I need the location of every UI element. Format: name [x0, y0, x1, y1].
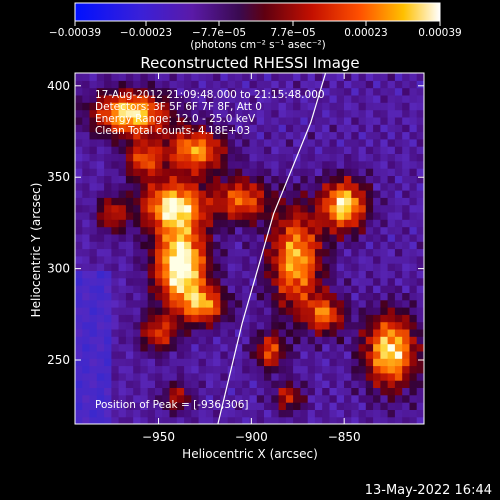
colorbar-units: (photons cm⁻² s⁻¹ asec⁻²) [190, 39, 325, 51]
y-tick-label: 250 [47, 353, 70, 367]
heatmap-image [75, 73, 424, 424]
footer-timestamp: 13-May-2022 16:44 [365, 483, 492, 498]
colorbar-tick-label: 7.7e−05 [270, 27, 315, 39]
colorbar [74, 2, 441, 22]
y-axis-ticks: 250 300 350 400 [47, 79, 424, 367]
peak-position-label: Position of Peak = [-936,306] [95, 399, 249, 411]
y-tick-label: 400 [47, 79, 70, 93]
x-axis-ticks: −950 −900 −850 [142, 73, 361, 444]
x-tick-label: −900 [235, 430, 268, 444]
colorbar-tick-label: −0.00023 [120, 27, 172, 39]
solar-limb-line [217, 73, 327, 424]
y-tick-label: 300 [47, 262, 70, 276]
annotation-clean-counts: Clean Total counts: 4.18E+03 [95, 125, 250, 137]
colorbar-tick-label: 0.00023 [344, 27, 387, 39]
colorbar-tick-label: −0.00039 [49, 27, 101, 39]
colorbar-tick-labels: −0.00039 −0.00023 −7.7e−05 7.7e−05 0.00023 0.… [49, 27, 462, 39]
annotation-energy-range: Energy Range: 12.0 - 25.0 keV [95, 113, 256, 125]
y-axis-label: Heliocentric Y (arcsec) [29, 183, 43, 318]
annotation-time-range: 17-Aug-2012 21:09:48.000 to 21:15:48.000 [95, 89, 325, 101]
colorbar-tick-label: 0.00039 [418, 27, 461, 39]
x-tick-label: −850 [328, 430, 361, 444]
plot-frame [74, 72, 425, 425]
x-tick-label: −950 [142, 430, 175, 444]
chart-title: Reconstructed RHESSI Image [140, 54, 359, 72]
y-tick-label: 350 [47, 170, 70, 184]
x-axis-label: Heliocentric X (arcsec) [182, 447, 318, 461]
colorbar-ticks [74, 21, 441, 26]
annotation-detectors: Detectors: 3F 5F 6F 7F 8F, Att 0 [95, 101, 262, 113]
colorbar-tick-label: −7.7e−05 [192, 27, 246, 39]
